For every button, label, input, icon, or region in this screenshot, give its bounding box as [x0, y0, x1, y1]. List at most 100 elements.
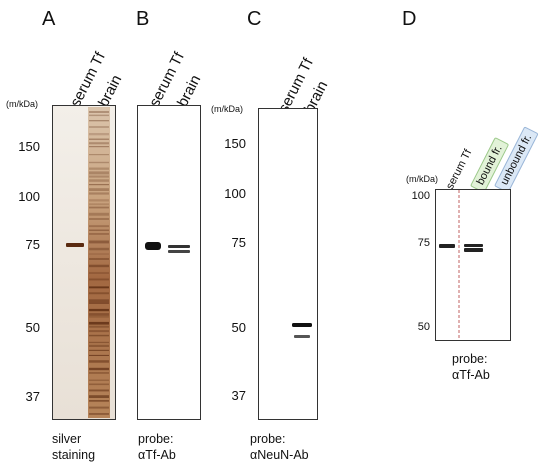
brain-lane-band [89, 258, 109, 260]
brain-lane-band [89, 188, 109, 191]
brain-lane-band [89, 111, 109, 113]
panel-a-letter: A [42, 8, 56, 30]
brain-lane-band [89, 360, 109, 363]
brain-lane-band [89, 321, 109, 325]
panel-b-brain-band-lower [168, 250, 190, 253]
brain-lane-band [89, 126, 109, 128]
brain-lane-band [89, 325, 109, 328]
brain-lane-band [89, 400, 109, 402]
panel-c-caption-line-2: αNeuN-Ab [250, 448, 309, 462]
panel-b-blot [137, 105, 201, 420]
brain-lane-band [89, 171, 109, 175]
brain-lane-band [89, 240, 109, 244]
brain-lane-band [89, 299, 109, 303]
panel-d-caption: probe: αTf-Ab [452, 351, 490, 383]
brain-lane-band [89, 344, 109, 347]
brain-lane-band [89, 184, 109, 186]
panel-b-caption-line-1: probe: [138, 432, 174, 446]
brain-lane-band [89, 316, 109, 318]
panel-d-marker-50: 50 [417, 321, 430, 333]
brain-lane-band [89, 161, 109, 164]
panel-c-marker-37: 37 [231, 388, 246, 403]
brain-lane-band [89, 349, 109, 351]
panel-b-letter: B [136, 8, 150, 30]
panel-d-unit-label: (m/kDa) [406, 174, 438, 184]
brain-lane-band [89, 395, 109, 398]
panel-a-caption-line-1: silver [52, 432, 82, 446]
brain-lane-band [89, 146, 109, 148]
brain-lane-band [89, 264, 109, 268]
panel-d-letter: D [402, 8, 417, 30]
brain-lane-band [89, 372, 109, 374]
panel-a-marker-50: 50 [25, 320, 40, 335]
brain-lane-band [89, 313, 109, 316]
panel-a-serum-tf-band [66, 243, 84, 247]
panel-d-serum-tf-band [439, 244, 455, 248]
panel-b-serum-tf-band [145, 242, 161, 250]
panel-d-caption-line-2: αTf-Ab [452, 368, 490, 382]
panel-c-letter: C [247, 8, 262, 30]
brain-lane-band [89, 354, 109, 356]
brain-lane-band [89, 120, 109, 122]
panel-b-caption-line-2: αTf-Ab [138, 448, 176, 462]
brain-lane-band [89, 278, 109, 281]
brain-lane-band [89, 192, 109, 195]
brain-lane-band [89, 212, 109, 216]
brain-lane-band [89, 413, 109, 415]
brain-lane-band [89, 341, 109, 344]
panel-b-brain-band-upper [168, 245, 190, 248]
brain-lane-band [89, 253, 109, 255]
panel-a-marker-37: 37 [25, 389, 40, 404]
panel-d-marker-75: 75 [417, 237, 430, 249]
panel-c-marker-75: 75 [231, 235, 246, 250]
brain-lane-band [89, 406, 109, 409]
brain-lane-band [89, 133, 109, 136]
brain-lane-band [89, 138, 109, 140]
brain-lane-band [89, 302, 109, 304]
brain-lane-band [89, 206, 109, 209]
brain-lane-band [89, 154, 109, 156]
brain-lane-band [89, 272, 109, 274]
panel-a-marker-100: 100 [18, 189, 40, 204]
brain-lane-band [89, 218, 109, 220]
panel-a-marker-75: 75 [25, 237, 40, 252]
brain-lane-band [89, 175, 109, 178]
brain-lane-band [89, 225, 109, 228]
brain-lane-band [89, 330, 109, 333]
panel-a-caption-line-2: staining [52, 448, 96, 462]
brain-lane-band [89, 383, 109, 386]
panel-c-marker-50: 50 [231, 320, 246, 335]
panel-d-blot [435, 189, 511, 341]
brain-lane-band [89, 247, 109, 251]
panel-a-gel [52, 105, 116, 420]
brain-lane-band [89, 114, 109, 117]
brain-lane-band [89, 292, 109, 295]
panel-a-marker-150: 150 [18, 139, 40, 154]
panel-c-unit-label: (m/kDa) [211, 104, 243, 114]
brain-lane-band [89, 167, 109, 170]
brain-lane-band [89, 179, 109, 182]
panel-c-marker-100: 100 [224, 186, 246, 201]
panel-c-caption-line-1: probe: [250, 432, 286, 446]
panel-c-caption: probe: αNeuN-Ab [250, 431, 309, 463]
brain-lane-band [89, 367, 109, 371]
panel-a-unit-label: (m/kDa) [6, 99, 38, 109]
brain-lane-band [89, 229, 109, 231]
brain-lane-band [89, 142, 109, 145]
panel-a-brain-lane [88, 107, 110, 418]
panel-c-brain-band-upper [292, 323, 312, 327]
brain-lane-band [89, 203, 109, 206]
panel-d-marker-100: 100 [411, 190, 430, 202]
panel-d-bound-band-lower [464, 248, 483, 252]
brain-lane-band [89, 308, 109, 312]
panel-d-bound-band-upper [464, 244, 483, 247]
brain-lane-band [89, 286, 109, 289]
panel-c-marker-150: 150 [224, 136, 246, 151]
brain-lane-band [89, 379, 109, 381]
brain-lane-band [89, 199, 109, 202]
brain-lane-band [89, 389, 109, 392]
panel-d-caption-line-1: probe: [452, 352, 488, 366]
panel-b-caption: probe: αTf-Ab [138, 431, 176, 463]
brain-lane-band [89, 334, 109, 337]
brain-lane-band [89, 233, 109, 235]
